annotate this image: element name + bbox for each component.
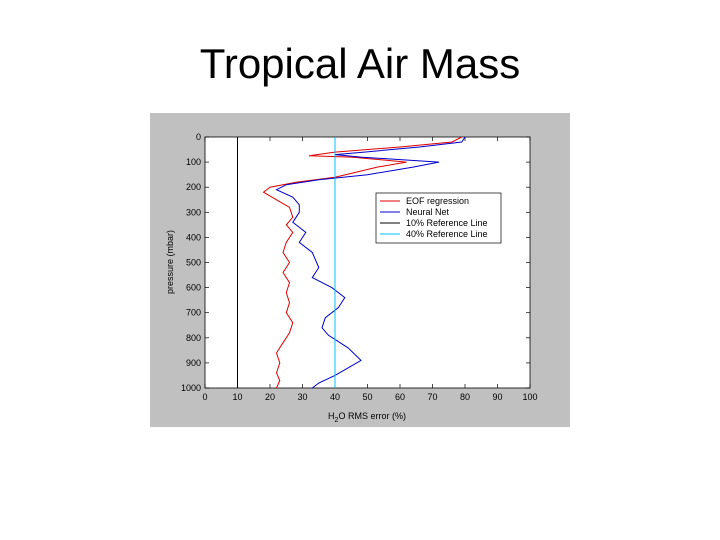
x-tick-label: 0 [202, 392, 207, 402]
legend-entry: EOF regression [406, 196, 469, 206]
y-tick-label: 100 [186, 157, 201, 167]
y-tick-label: 400 [186, 232, 201, 242]
legend-entry: 40% Reference Line [406, 229, 488, 239]
y-tick-label: 300 [186, 207, 201, 217]
y-tick-label: 500 [186, 258, 201, 268]
x-tick-label: 30 [297, 392, 307, 402]
series-lines [237, 136, 466, 389]
y-axis-label: pressure (mbar) [165, 230, 175, 294]
slide-title: Tropical Air Mass [199, 40, 521, 87]
x-tick-label: 80 [460, 392, 470, 402]
y-tick-label: 900 [186, 358, 201, 368]
y-tick-label: 700 [186, 308, 201, 318]
x-tick-label: 100 [522, 392, 537, 402]
y-axis-ticks: 0 100 200 300 400 500 600 700 800 900 1000 [181, 132, 530, 393]
x-tick-label: 50 [362, 392, 372, 402]
y-tick-label: 0 [196, 132, 201, 142]
x-axis-label: H2O RMS error (%) [328, 411, 406, 424]
x-tick-label: 40 [330, 392, 340, 402]
y-tick-label: 1000 [181, 383, 201, 393]
y-tick-label: 600 [186, 283, 201, 293]
x-tick-label: 90 [492, 392, 502, 402]
legend-entry: 10% Reference Line [406, 218, 488, 228]
plot-area [204, 136, 531, 389]
x-axis-ticks: 0 10 20 30 40 50 60 70 80 90 100 [202, 137, 538, 402]
x-tick-label: 20 [265, 392, 275, 402]
series-line-1 [275, 136, 466, 389]
y-tick-label: 200 [186, 182, 201, 192]
y-tick-label: 800 [186, 333, 201, 343]
series-line-0 [262, 136, 463, 389]
x-tick-label: 70 [427, 392, 437, 402]
x-tick-label: 60 [395, 392, 405, 402]
legend-entry: Neural Net [406, 207, 450, 217]
x-tick-label: 10 [232, 392, 242, 402]
